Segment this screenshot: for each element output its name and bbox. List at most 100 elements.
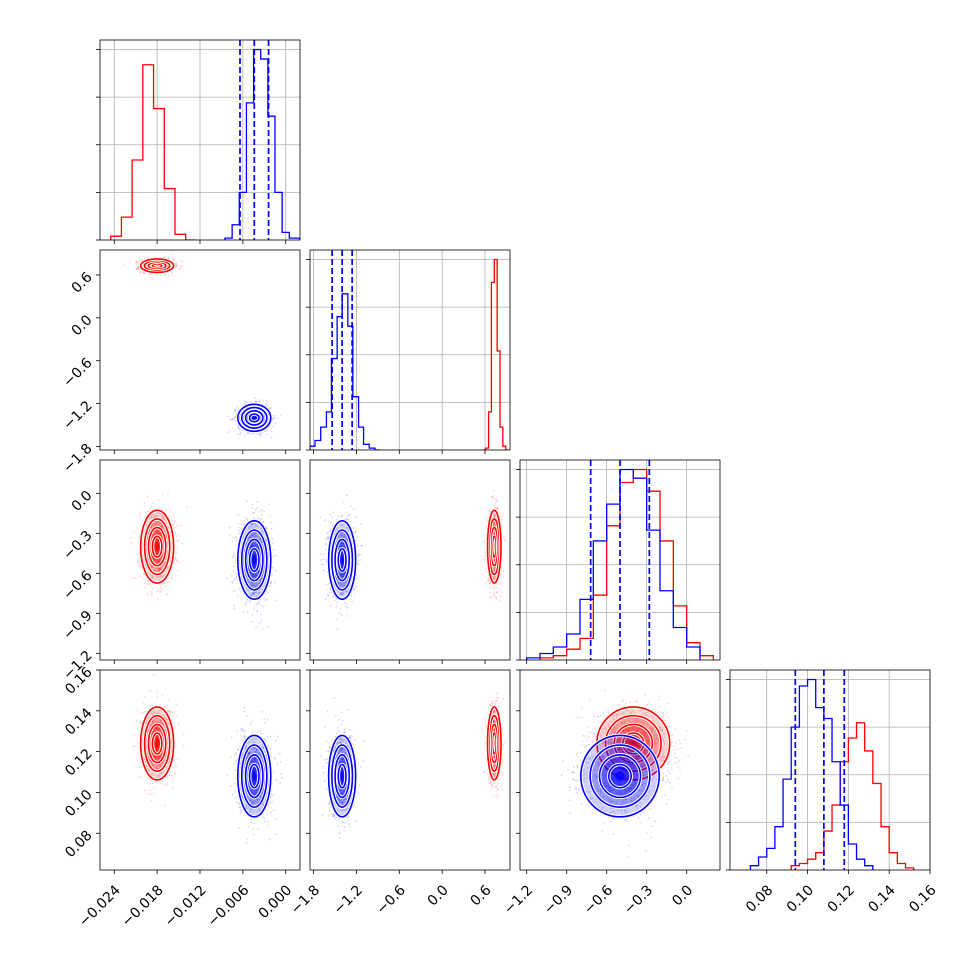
- sample-point: [150, 564, 152, 567]
- sample-point: [493, 595, 496, 598]
- sample-point: [248, 525, 250, 528]
- sample-point: [139, 513, 142, 516]
- sample-point: [151, 566, 154, 568]
- sample-point: [146, 583, 149, 586]
- sample-point: [156, 530, 159, 533]
- sample-point: [252, 574, 255, 577]
- sample-point: [242, 520, 245, 522]
- contour-line: [248, 413, 260, 423]
- y-tick-label: −0.9: [60, 608, 95, 643]
- sample-point: [346, 511, 349, 514]
- sample-point: [149, 583, 151, 586]
- sample-point: [156, 531, 159, 534]
- sample-point: [493, 567, 496, 570]
- sample-point: [232, 556, 235, 559]
- sample-point: [164, 585, 167, 587]
- sample-point: [158, 531, 161, 533]
- sample-point: [157, 529, 159, 532]
- sample-point: [248, 537, 250, 540]
- sample-point: [145, 512, 148, 515]
- sample-point: [153, 560, 156, 563]
- sample-point: [327, 595, 330, 597]
- sample-point: [492, 592, 495, 595]
- sample-point: [242, 523, 245, 526]
- sample-point: [256, 573, 258, 576]
- sample-point: [249, 600, 251, 603]
- sample-point: [259, 613, 262, 616]
- contour-line: [143, 518, 171, 576]
- sample-point: [263, 597, 265, 600]
- sample-point: [171, 577, 173, 580]
- sample-point: [240, 431, 243, 434]
- density-band: [252, 555, 257, 565]
- sample-point: [258, 571, 260, 573]
- sample-point: [159, 534, 162, 536]
- sample-point: [492, 594, 495, 596]
- sample-point: [257, 592, 260, 595]
- sample-point: [150, 525, 153, 528]
- sample-point: [252, 563, 254, 566]
- sample-point: [176, 540, 179, 543]
- sample-point: [155, 523, 158, 526]
- sample-point: [229, 429, 231, 432]
- sample-point: [228, 534, 231, 537]
- sample-point: [159, 533, 162, 536]
- sample-point: [493, 588, 496, 590]
- sample-point: [350, 505, 353, 507]
- sample-point: [265, 433, 268, 436]
- sample-point: [503, 539, 506, 541]
- sample-point: [148, 273, 151, 276]
- sample-point: [357, 554, 360, 557]
- sample-point: [261, 628, 264, 630]
- sample-point: [252, 544, 254, 546]
- sample-point: [501, 591, 504, 593]
- sample-point: [243, 516, 246, 519]
- sample-point: [256, 610, 259, 612]
- sample-point: [152, 502, 155, 505]
- sample-point: [161, 515, 164, 518]
- sample-point: [493, 515, 496, 518]
- sample-point: [176, 559, 179, 561]
- panel-frame: [99, 459, 301, 661]
- sample-point: [251, 534, 254, 537]
- sample-point: [326, 537, 329, 540]
- sample-point: [153, 558, 156, 560]
- sample-point: [484, 581, 487, 584]
- sample-point: [260, 620, 263, 622]
- sample-point: [251, 545, 254, 548]
- sample-point: [249, 536, 252, 539]
- sample-point: [341, 551, 343, 554]
- sample-point: [254, 553, 257, 556]
- sample-point: [157, 559, 160, 561]
- panel-0-0: [96, 39, 301, 244]
- sample-point: [234, 578, 237, 580]
- sample-point: [499, 583, 502, 586]
- sample-point: [257, 572, 260, 575]
- sample-point: [484, 568, 487, 571]
- sample-point: [143, 586, 146, 589]
- sample-point: [251, 572, 254, 575]
- sample-point: [343, 543, 345, 545]
- sample-point: [258, 399, 261, 401]
- sample-point: [167, 505, 170, 508]
- sample-point: [265, 527, 268, 529]
- sample-point: [259, 435, 262, 437]
- sample-point: [254, 554, 257, 556]
- sample-point: [252, 512, 254, 514]
- sample-point: [152, 525, 155, 527]
- sample-point: [235, 412, 237, 415]
- sample-point: [265, 400, 268, 402]
- sample-point: [502, 570, 504, 573]
- sample-point: [253, 567, 256, 570]
- sample-point: [255, 432, 258, 435]
- sample-point: [159, 591, 162, 593]
- sample-point: [246, 611, 249, 613]
- sample-point: [135, 264, 138, 267]
- sample-point: [174, 258, 176, 260]
- sample-point: [255, 535, 258, 537]
- sample-point: [247, 579, 249, 581]
- sample-point: [340, 592, 342, 595]
- sample-point: [161, 515, 164, 518]
- sample-point: [175, 265, 178, 268]
- sample-point: [252, 553, 255, 556]
